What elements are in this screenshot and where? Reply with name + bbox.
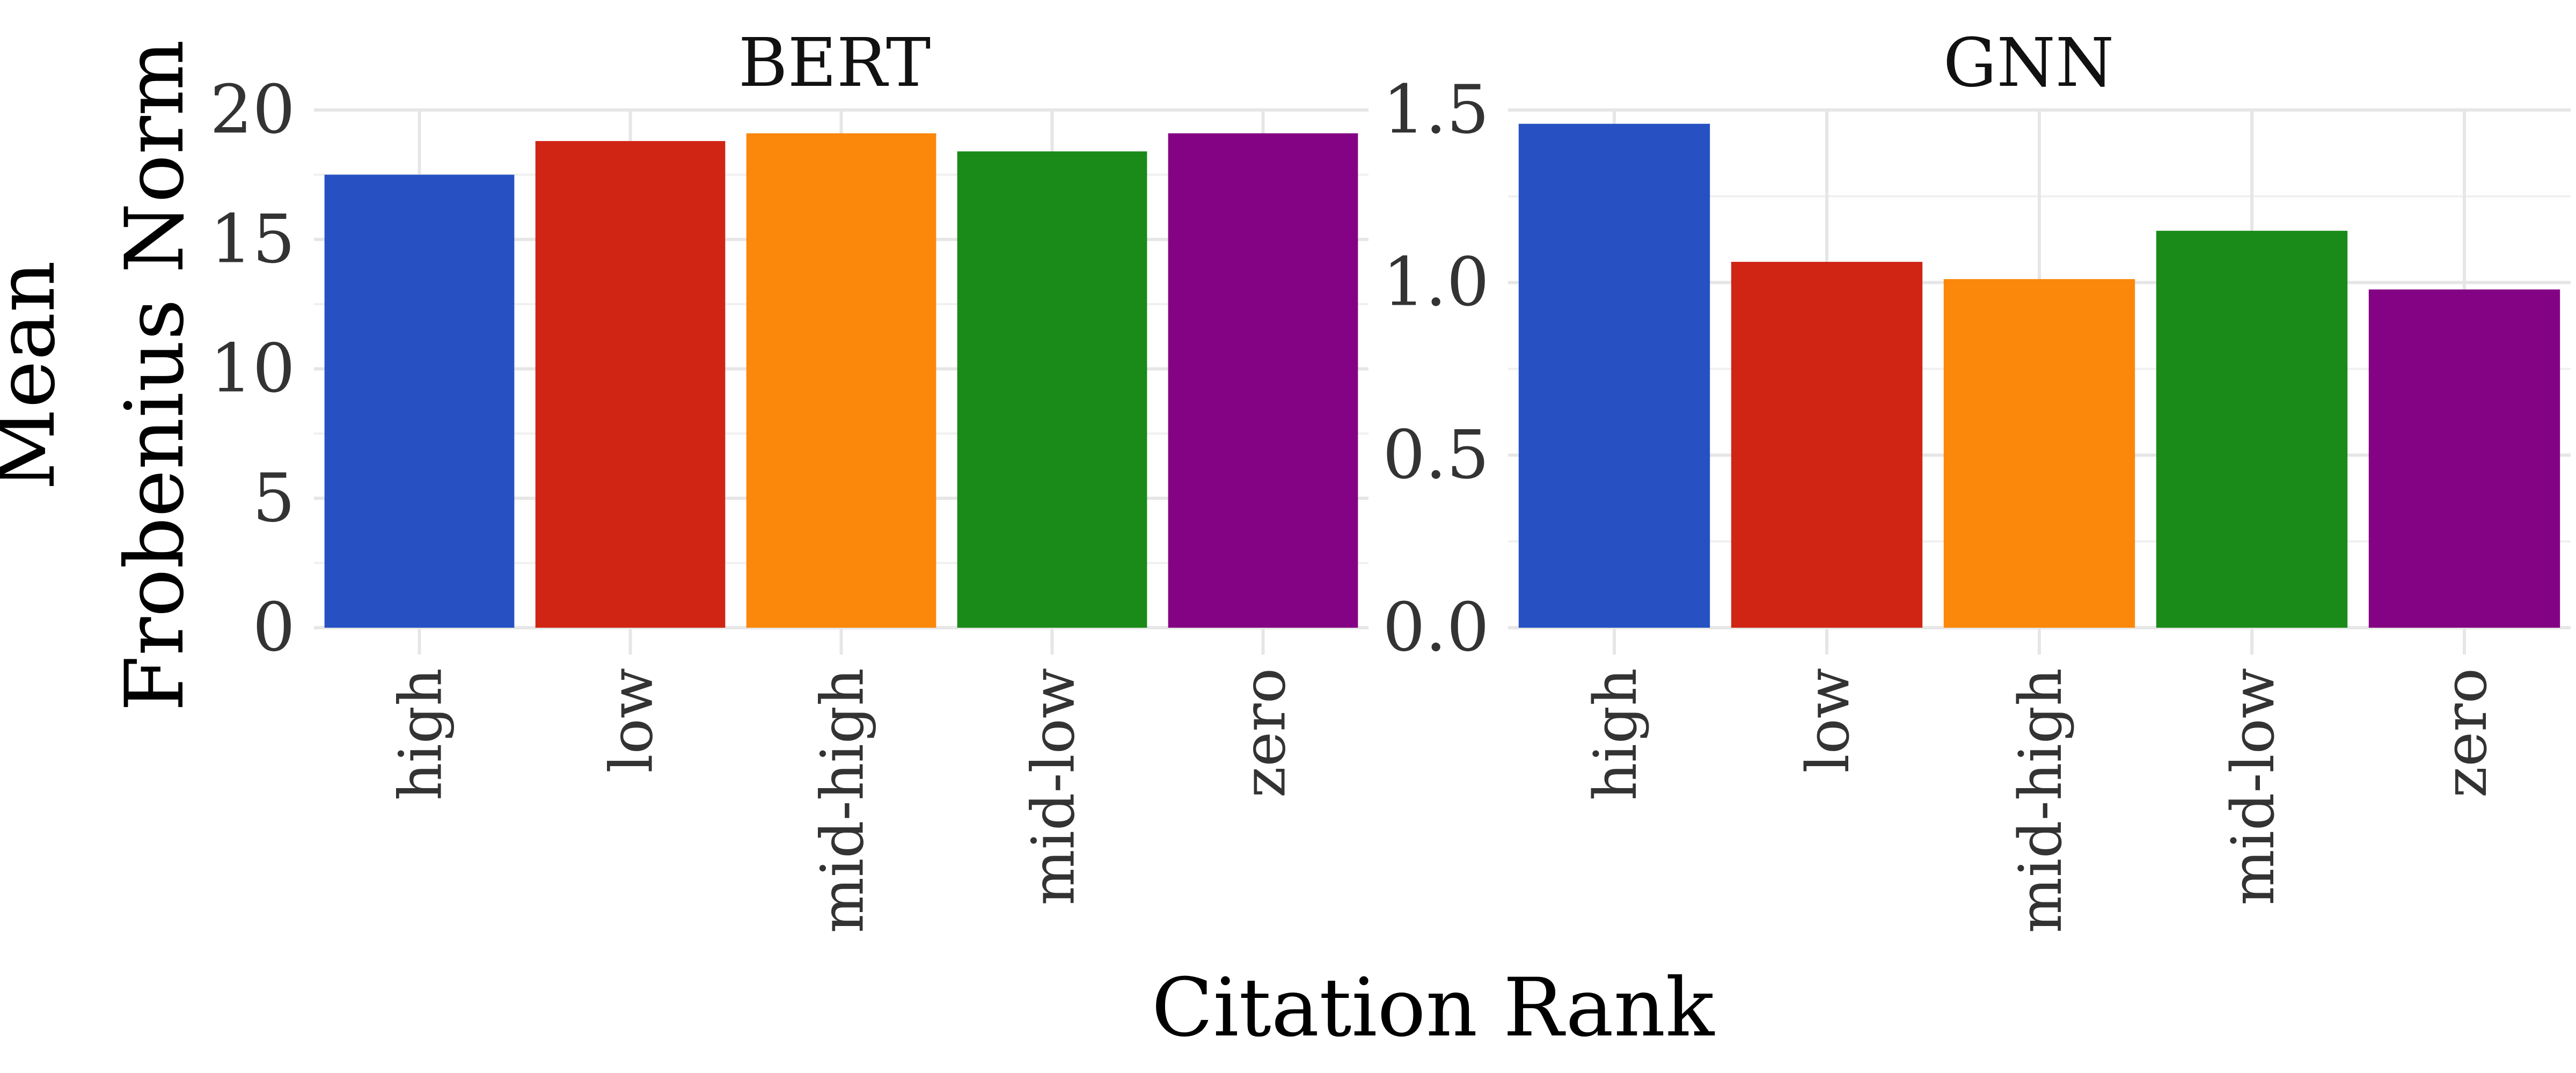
bar-zero [1168, 133, 1358, 628]
x-tick-label-zero: zero [1230, 668, 1299, 798]
bar-high [1518, 123, 1710, 628]
bar-low [535, 141, 726, 628]
x-tick-label-low: low [597, 668, 666, 773]
bar-mid-high [1943, 279, 2135, 628]
y-tick-label: 0 [252, 589, 295, 666]
panel-title-bert: BERT [738, 24, 931, 102]
y-axis-title-line-2: Frobenius Norm [108, 40, 202, 711]
bar-mid-low [2156, 231, 2348, 628]
y-tick-label: 15 [210, 200, 295, 278]
x-tick-label-mid-high: mid-high [2006, 668, 2075, 933]
x-tick-label-high: high [1581, 668, 1650, 800]
y-tick-label: 1.0 [1382, 244, 1489, 321]
bar-mid-low [957, 151, 1147, 628]
y-axis-title-line-1: Mean [0, 261, 73, 490]
y-tick-label: 0.0 [1382, 589, 1489, 666]
y-tick-label: 20 [210, 71, 295, 149]
panel-gnn: 0.0 0.5 1.0 1.5 high low mid-high mid-low zero [1382, 71, 2571, 933]
bar-high [324, 174, 515, 628]
y-tick-label: 5 [252, 459, 295, 537]
x-tick-label-zero: zero [2431, 668, 2500, 798]
y-tick-label: 0.5 [1382, 416, 1489, 494]
x-tick-label-mid-low: mid-low [1019, 668, 1088, 906]
bar-zero [2368, 289, 2560, 628]
x-tick-label-mid-low: mid-low [2219, 668, 2287, 906]
y-tick-label: 10 [210, 330, 295, 408]
panel-title-gnn: GNN [1943, 24, 2114, 102]
x-tick-label-mid-high: mid-high [808, 668, 877, 933]
panel-bert: 0 5 10 15 20 high low mid-high mid-low zero [210, 71, 1368, 933]
bar-mid-high [746, 133, 936, 628]
bar-low [1731, 262, 1923, 628]
x-axis-title: Citation Rank [1152, 961, 1715, 1055]
y-tick-label: 1.5 [1382, 71, 1489, 149]
x-tick-label-high: high [386, 668, 455, 800]
x-tick-label-low: low [1794, 668, 1862, 773]
panels-layer: 0 5 10 15 20 high low mid-high mid-low zero 0.0 0.5… [210, 71, 2571, 933]
